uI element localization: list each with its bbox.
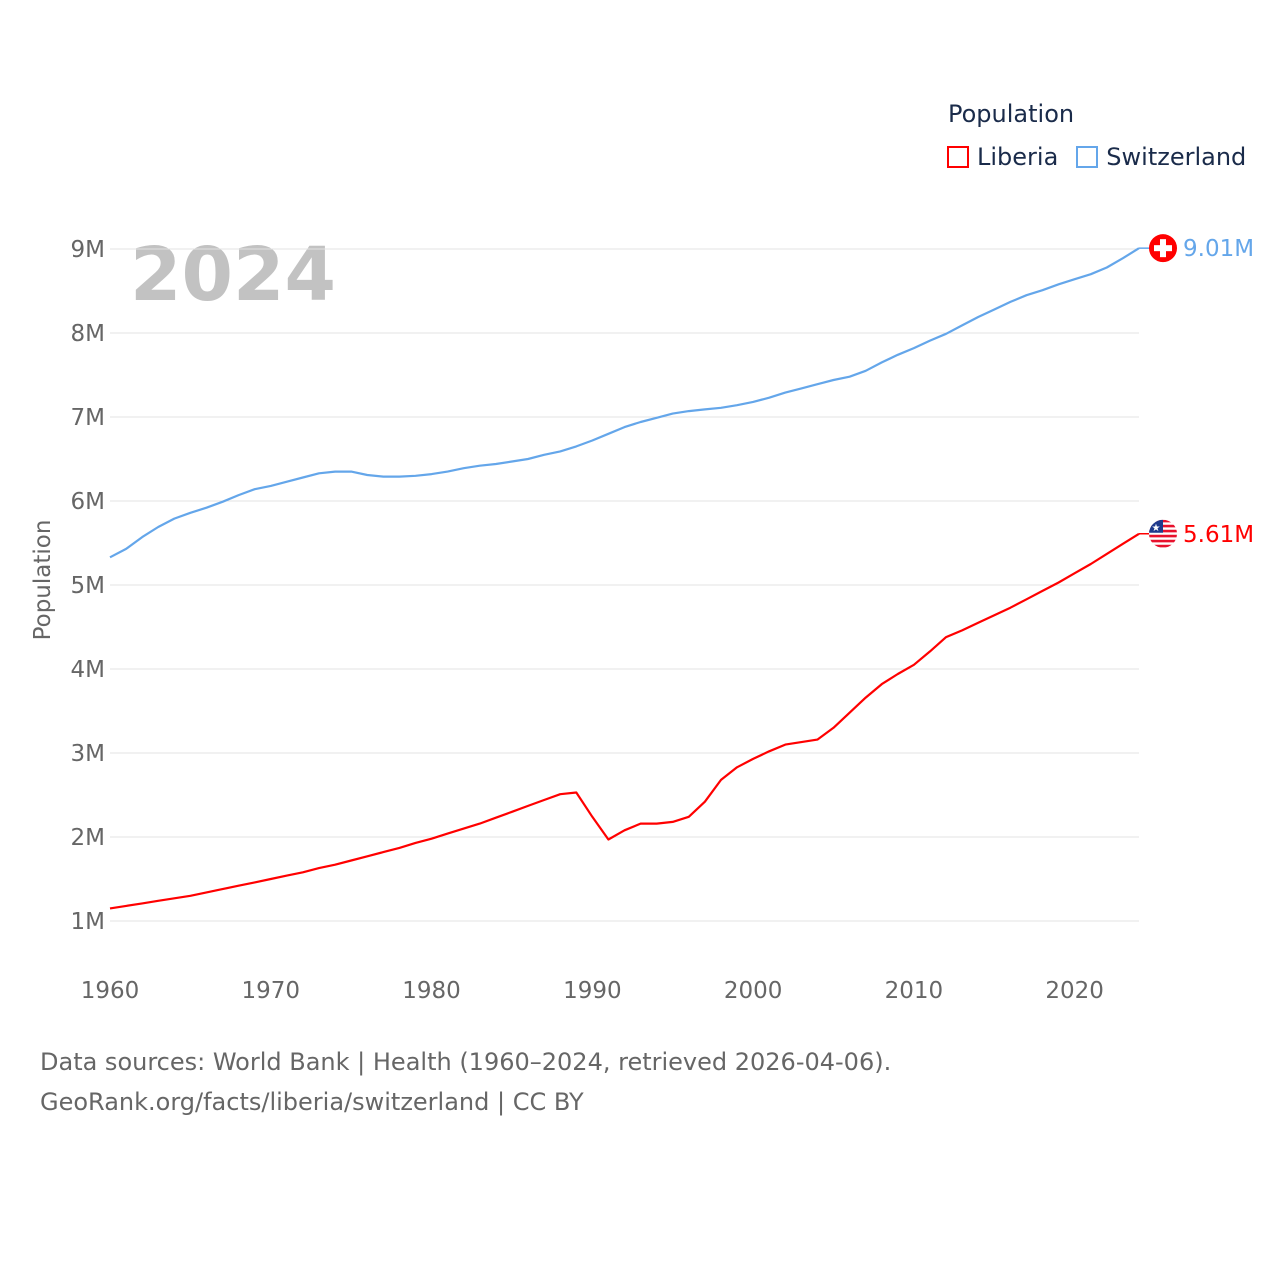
y-tick-label: 3M: [71, 741, 105, 767]
x-tick-label: 1980: [402, 978, 461, 1004]
legend-swatch-switzerland: [1076, 146, 1099, 168]
legend-swatch-liberia: [947, 146, 969, 168]
end-value-label: 5.61M: [1183, 522, 1254, 548]
y-axis-label: Population: [30, 520, 56, 641]
legend-label-switzerland: Switzerland: [1106, 143, 1247, 171]
y-tick-label: 5M: [71, 573, 105, 599]
data-sources: Data sources: World Bank | Health (1960–…: [40, 1048, 892, 1076]
x-tick-label: 1960: [81, 978, 140, 1004]
series-line-liberia: [109, 532, 1140, 910]
flag-cross: [1160, 239, 1166, 258]
legend-item-liberia[interactable]: Liberia: [947, 143, 1058, 171]
source-link[interactable]: GeoRank.org/facts/liberia/switzerland | …: [40, 1088, 584, 1116]
population-chart: 2024 1M 2M 3M 4M 5M 6M 7M 8M 9M 1960 1970 1980 1990 20…: [30, 232, 1254, 1004]
end-value-label: 9.01M: [1183, 236, 1254, 262]
year-label: 2024: [130, 232, 336, 318]
legend: Liberia Switzerland: [947, 143, 1264, 171]
x-tick-label: 2020: [1045, 978, 1104, 1004]
flag-stripe: [1149, 539, 1177, 543]
y-tick-label: 1M: [71, 909, 105, 935]
x-tick-label: 2000: [724, 978, 783, 1004]
y-tick-label: 4M: [71, 657, 105, 683]
legend-item-switzerland[interactable]: Switzerland: [1076, 143, 1246, 171]
legend-title: Population: [948, 100, 1075, 128]
footer: Data sources: World Bank | Health (1960–…: [40, 1042, 891, 1122]
x-tick-label: 1970: [242, 978, 301, 1004]
y-tick-label: 7M: [71, 405, 105, 431]
y-tick-label: 9M: [71, 237, 105, 263]
legend-label-liberia: Liberia: [977, 143, 1059, 171]
liberia-flag-icon: ★: [1149, 519, 1177, 548]
y-tick-label: 2M: [71, 825, 105, 851]
flag-star: ★: [1152, 523, 1161, 534]
flag-stripe: [1149, 544, 1177, 548]
series-line-switzerland: [109, 247, 1140, 559]
x-tick-label: 1990: [563, 978, 622, 1004]
y-tick-label: 8M: [71, 321, 105, 347]
flag-stripe: [1149, 534, 1177, 538]
x-tick-label: 2010: [885, 978, 944, 1004]
y-tick-label: 6M: [71, 489, 105, 515]
